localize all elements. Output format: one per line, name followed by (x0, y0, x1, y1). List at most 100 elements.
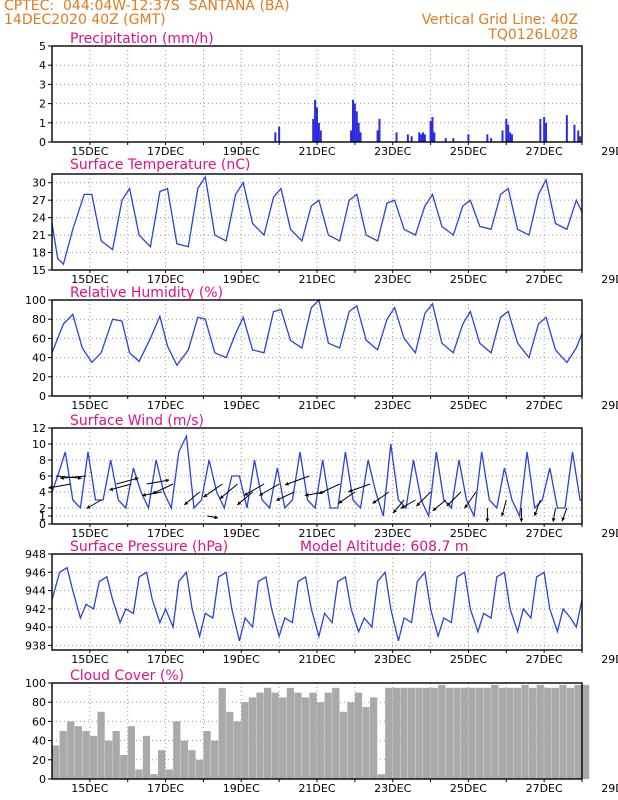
temp-xtick-label: 15DEC (71, 273, 108, 286)
cloud-area-bar (377, 774, 385, 779)
precip-bar (395, 132, 398, 142)
temp-ytick-label: 30 (32, 177, 46, 190)
temp-xtick-label: 17DEC (147, 273, 184, 286)
wind-arrow-head (60, 476, 64, 480)
cloud-area-bar (67, 721, 75, 779)
cloud-area-bar (97, 711, 105, 779)
wind-arrow (284, 475, 310, 486)
cloud-area-bar (400, 687, 408, 779)
wind-arrow-head (48, 485, 53, 490)
wind-xtick-label: 19DEC (223, 527, 260, 540)
precip-panel: 0 1 2 3 4 5 15DEC 17DEC 19DEC 21DEC 23DEC 25DEC 27DE… (39, 31, 618, 158)
cloud-area-bar (286, 687, 294, 779)
precip-bar (433, 132, 436, 142)
precip-bar (317, 122, 320, 142)
pressure-xtick-label: 23DEC (374, 653, 411, 666)
precip-xtick-label: 19DEC (223, 145, 260, 158)
cloud-area-bar (135, 769, 143, 779)
wind-arrow-head (109, 487, 114, 491)
precip-bar (406, 134, 409, 142)
wind-ytick-label: 8 (39, 454, 46, 467)
cloud-area-bar (498, 687, 506, 779)
rh-xtick-label: 21DEC (298, 399, 335, 412)
rh-ytick-label: 100 (25, 294, 46, 307)
cloud-area-bar (226, 711, 234, 779)
cloud-area-bar (566, 687, 575, 779)
header-grid-note: Vertical Grid Line: 40Z (421, 12, 578, 28)
header-code: TQ0126L028 (488, 27, 578, 43)
pressure-ytick-label: 946 (25, 566, 46, 579)
wind-arrow (243, 483, 265, 496)
precip-ytick-label: 2 (39, 98, 46, 111)
wind-arrow-head (304, 493, 309, 497)
cloud-area-bar (415, 687, 423, 779)
cloud-area-bar (279, 697, 287, 779)
precip-bar (316, 107, 318, 142)
cloud-area-bar (438, 684, 446, 779)
rh-ytick-label: 60 (32, 332, 46, 345)
wind-arrow-head (446, 502, 451, 507)
wind-arrow-head (416, 502, 421, 507)
cloud-area-bar (301, 697, 310, 779)
pressure-xtick-label: 21DEC (298, 653, 335, 666)
precip-bar (510, 134, 513, 142)
wind-arrow-head (348, 488, 353, 493)
cloud-xtick-label: 19DEC (223, 782, 260, 795)
cloud-area-bar (491, 684, 499, 779)
cloud-area-bar (339, 711, 347, 779)
wind-xtick-label: 25DEC (450, 527, 487, 540)
wind-arrow (116, 477, 139, 485)
precip-bar (423, 134, 426, 142)
precip-bar (486, 134, 489, 142)
cloud-area-bar (453, 687, 461, 779)
precip-ytick-label: 5 (39, 40, 46, 53)
precip-xtick-label: 27DEC (526, 145, 563, 158)
precip-xtick-label: 25DEC (450, 145, 487, 158)
cloud-xtick-label: 15DEC (71, 782, 108, 795)
wind-arrow (60, 475, 87, 479)
wind-ytick-label: 4 (39, 486, 46, 499)
wind-ytick-label: 6 (39, 470, 46, 483)
precip-xtick-label: 17DEC (147, 145, 184, 158)
precip-bar (359, 132, 362, 142)
wind-ytick-label: 1 (39, 510, 46, 523)
cloud-area-bar (483, 687, 491, 779)
wind-arrow-head (142, 493, 146, 497)
rh-xtick-label: 17DEC (147, 399, 184, 412)
rh-xtick-label: 15DEC (71, 399, 108, 412)
cloud-area-bar (559, 684, 567, 779)
cloud-area-bar (165, 769, 173, 779)
wind-arrow-head (203, 493, 208, 498)
precip-bar (501, 130, 504, 142)
wind-arrow-head (134, 477, 139, 481)
pressure-xtick-label: 19DEC (223, 653, 260, 666)
wind-arrow (146, 479, 170, 485)
cloud-area-bar (52, 745, 60, 779)
temp-panel: 15 18 21 24 27 30 15DEC 17DEC 19DEC 21DEC 23DEC 25D… (32, 157, 618, 286)
pressure-xtick-label: 17DEC (147, 653, 184, 666)
header-source-line: CPTEC: 044:04W-12:37S SANTANA (BA) (4, 0, 290, 14)
cloud-area-bar (180, 740, 188, 779)
precip-xtick-label: 21DEC (298, 145, 335, 158)
precip-xtick-label: 23DEC (374, 145, 411, 158)
wind-arrow-head (86, 505, 91, 509)
cloud-ytick-label: 100 (25, 677, 46, 690)
temp-xtick-label: 19DEC (223, 273, 260, 286)
precip-bar (274, 132, 277, 142)
precip-bar (543, 117, 546, 142)
precip-bar (422, 132, 424, 142)
header-run-line: 14DEC2020 40Z (GMT) (4, 12, 166, 28)
precip-ytick-label: 3 (39, 78, 46, 91)
cloud-xtick-label: 17DEC (147, 782, 184, 795)
precip-bar (429, 120, 432, 142)
temp-ytick-label: 18 (32, 247, 46, 260)
wind-arrow-head (338, 499, 343, 504)
wind-arrow-head (519, 518, 524, 522)
precip-bar (573, 124, 576, 142)
wind-arrow (348, 483, 371, 493)
cloud-area-bar (120, 755, 128, 779)
rh-title: Relative Humidity (%) (70, 285, 223, 301)
cloud-area-bar (173, 721, 181, 779)
